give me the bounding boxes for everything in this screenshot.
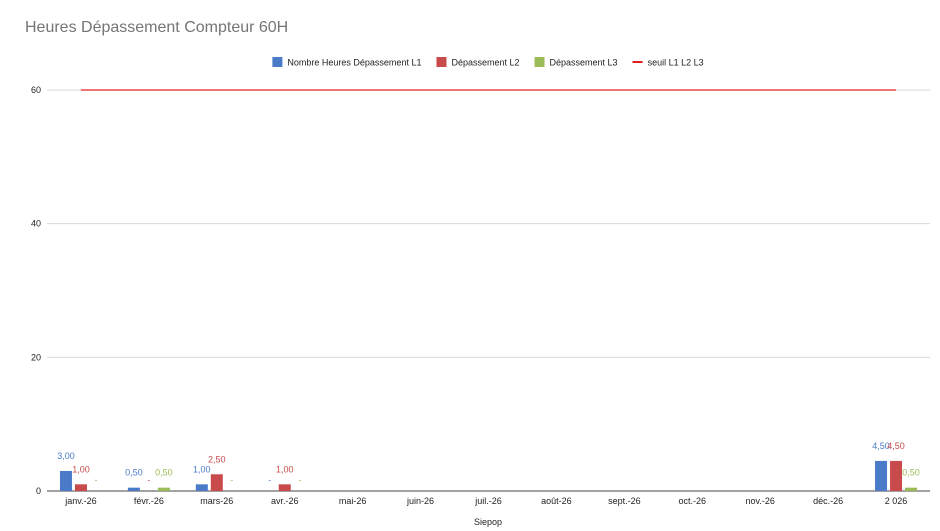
x-tick-label: avr.-26: [271, 496, 299, 506]
data-label: 4,50: [872, 441, 890, 451]
data-label: 0,50: [125, 468, 143, 478]
legend-label: seuil L1 L2 L3: [648, 58, 704, 68]
data-label: -: [298, 475, 301, 485]
data-label: 1,00: [72, 464, 90, 474]
bar-1: [59, 470, 72, 491]
data-label: 1,00: [276, 464, 294, 474]
data-label: 0,50: [155, 468, 173, 478]
x-tick-label: nov.-26: [746, 496, 775, 506]
data-label: -: [147, 475, 150, 485]
x-tick-label: févr.-26: [134, 496, 164, 506]
x-tick-label: 2 026: [885, 496, 908, 506]
y-tick-label: 60: [31, 85, 41, 95]
bar-2: [210, 474, 223, 491]
chart-title: Heures Dépassement Compteur 60H: [25, 19, 289, 36]
x-axis: janv.-26 févr.-26 mars-26 avr.-26 mai-26 juin…: [64, 496, 907, 506]
legend-item[interactable]: Dépassement L3: [534, 57, 618, 68]
bar-3: [905, 487, 918, 491]
bar-1: [127, 487, 140, 491]
x-tick-label: déc.-26: [813, 496, 843, 506]
data-label: 3,00: [57, 451, 75, 461]
bar-2: [74, 484, 87, 491]
x-tick-label: juil.-26: [474, 496, 502, 506]
bar-1: [195, 484, 208, 491]
x-tick-label: août-26: [541, 496, 572, 506]
x-tick-label: janv.-26: [64, 496, 96, 506]
legend-swatch: [272, 57, 283, 67]
legend-swatch: [436, 57, 447, 67]
data-label: -: [230, 475, 233, 485]
legend-swatch: [534, 57, 545, 67]
data-label: 1,00: [193, 464, 211, 474]
y-axis: 0 20 40 60: [31, 85, 41, 496]
legend-item[interactable]: Dépassement L2: [436, 57, 520, 68]
legend-label: Dépassement L2: [451, 58, 519, 68]
gridlines: [47, 89, 930, 492]
data-label: 0,50: [902, 468, 920, 478]
bar-3: [157, 487, 170, 491]
data-labels: 3,000,50 1,00-4,501,00-2,501,004,50-0,50-…: [57, 441, 920, 485]
legend-item[interactable]: seuil L1 L2 L3: [632, 58, 704, 68]
bar-1: [875, 460, 888, 491]
legend-item[interactable]: Nombre Heures Dépassement L1: [272, 57, 421, 68]
legend[interactable]: Nombre Heures Dépassement L1 Dépassement …: [272, 57, 704, 68]
legend-label: Nombre Heures Dépassement L1: [287, 58, 421, 68]
data-label: 4,50: [887, 441, 905, 451]
y-tick-label: 20: [31, 352, 41, 362]
x-tick-label: sept.-26: [608, 496, 641, 506]
x-tick-label: mars-26: [200, 496, 233, 506]
bars: [59, 460, 918, 491]
x-tick-label: oct.-26: [679, 496, 707, 506]
legend-label: Dépassement L3: [550, 58, 618, 68]
x-tick-label: mai-26: [339, 496, 367, 506]
y-tick-label: 40: [31, 219, 41, 229]
data-label: -: [94, 475, 97, 485]
y-tick-label: 0: [36, 486, 41, 496]
bar-2: [890, 460, 903, 491]
x-tick-label: juin-26: [406, 496, 434, 506]
bar-2: [278, 484, 291, 491]
x-axis-title: Siepop: [474, 517, 502, 527]
data-label: -: [268, 475, 271, 485]
data-label: 2,50: [208, 454, 226, 464]
